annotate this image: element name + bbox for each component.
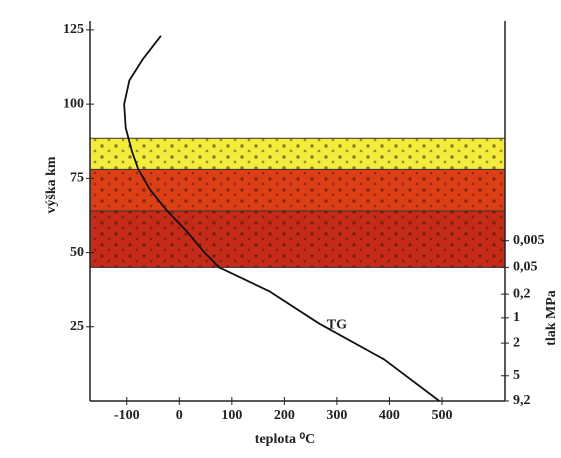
y2-tick-label: 0,05 <box>513 260 538 275</box>
y2-tick-label: 0,2 <box>513 286 531 301</box>
band-texture <box>90 169 505 211</box>
y2-axis-label: tlak MPa <box>544 290 559 346</box>
x-axis-label: teplota ⁰C <box>255 432 315 447</box>
x-tick-label: 200 <box>274 408 295 423</box>
band-texture <box>90 211 505 268</box>
y2-tick-label: 5 <box>513 368 520 383</box>
curve-label: TG <box>327 318 347 333</box>
x-tick-label: 500 <box>431 408 452 423</box>
x-tick-label: 100 <box>221 408 242 423</box>
y2-tick-label: 1 <box>513 310 520 325</box>
y2-tick-label: 9,2 <box>513 393 531 408</box>
y2-tick-label: 2 <box>513 335 520 350</box>
x-tick-label: 0 <box>176 408 183 423</box>
x-tick-label: -100 <box>114 408 140 423</box>
band-texture <box>90 138 505 170</box>
y-tick-label: 125 <box>63 22 84 37</box>
y2-tick-label: 0,005 <box>513 233 545 248</box>
x-tick-label: 300 <box>326 408 347 423</box>
y-axis-label: výška km <box>44 156 59 214</box>
x-tick-label: 400 <box>379 408 400 423</box>
curve <box>123 35 440 402</box>
y-tick-label: 50 <box>70 245 84 260</box>
y-tick-label: 25 <box>70 319 84 334</box>
y-tick-label: 75 <box>70 171 84 186</box>
y-tick-label: 100 <box>63 96 84 111</box>
